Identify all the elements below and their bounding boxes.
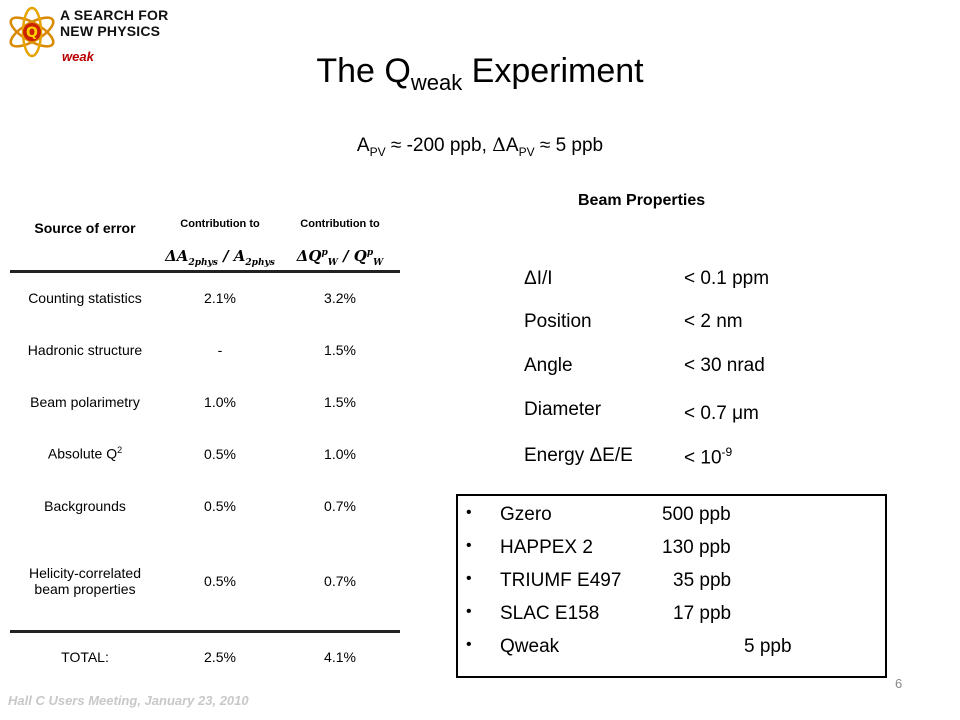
beam-prop-value: < 30 nrad (684, 355, 765, 376)
row-source: Absolute Q2 (10, 428, 160, 480)
total-label: TOTAL: (10, 630, 160, 682)
beam-prop-value: < 2 nm (684, 311, 743, 332)
title-rest: Experiment (462, 52, 644, 90)
row-c1: 0.5% (204, 445, 236, 462)
apv-value: ≈ -200 ppb, (385, 135, 493, 156)
footer-text: Hall C Users Meeting, January 23, 2010 (8, 693, 249, 708)
bullet-icon: • (466, 636, 472, 653)
beam-prop-label: ΔI/I (524, 268, 553, 289)
experiment-value: 500 ppb (662, 504, 731, 525)
slide-title: The Qweak Experiment (0, 52, 960, 96)
experiment-value: 35 ppb (673, 570, 732, 591)
beam-prop-value: < 10-9 (684, 445, 732, 469)
experiment-name: Gzero (500, 504, 552, 525)
table-row: Helicity-correlated beam properties 0.5%… (10, 532, 400, 632)
row-source: Counting statistics (10, 270, 160, 324)
row-c2: 1.5% (324, 341, 356, 358)
experiment-comparison-box: • Gzero 500 ppb • HAPPEX 2 130 ppb • TRI… (456, 494, 887, 678)
dapv-value: ≈ 5 ppb (534, 135, 604, 156)
table-row: Hadronic structure - 1.5% (10, 324, 400, 376)
table-row: Absolute Q2 0.5% 1.0% (10, 428, 400, 480)
table-header-row: Source of error Contribution to Contribu… (10, 186, 400, 244)
title-sub: weak (410, 69, 463, 95)
error-budget-table: Source of error Contribution to Contribu… (10, 186, 400, 682)
row-source-sup: 2 (117, 445, 123, 456)
row-c1: 1.0% (204, 393, 236, 410)
row-c2: 3.2% (280, 270, 400, 324)
beam-prop-value: < 0.1 ppm (684, 268, 770, 289)
page-number: 6 (895, 676, 903, 691)
row-c2: 1.0% (324, 445, 356, 462)
title-main: The Q (316, 52, 411, 90)
beam-prop-label: Energy ΔE/E (524, 445, 633, 466)
table-row: Counting statistics 2.1% 3.2% (10, 270, 400, 324)
header-contrib-asym: Contribution to (180, 218, 260, 230)
experiment-value: 130 ppb (662, 537, 731, 558)
header-contrib-qw: Contribution to (300, 218, 380, 230)
qweak-logo: Q A SEARCH FOR NEW PHYSICS weak (4, 4, 174, 64)
row-c1: 2.1% (160, 270, 280, 324)
row-source-text: Absolute Q (47, 445, 118, 462)
row-c2: 0.7% (324, 572, 356, 589)
row-source: Backgrounds (44, 497, 126, 514)
experiment-name: SLAC E158 (500, 603, 600, 624)
beam-prop-label: Position (524, 311, 592, 332)
energy-exponent: -9 (721, 445, 733, 459)
logo-line2: NEW PHYSICS (60, 23, 161, 39)
total-c1: 2.5% (160, 630, 280, 682)
table-total-row: TOTAL: 2.5% 4.1% (10, 630, 400, 682)
list-item: • TRIUMF E497 35 ppb (458, 570, 885, 603)
row-c2: 0.7% (324, 497, 356, 514)
formula-qw: ΔQpW / QpW (296, 246, 384, 268)
dapv-sub: PV (518, 144, 535, 159)
row-c2: 1.5% (324, 393, 356, 410)
formula-asym: ΔA2phys / A2phys (165, 246, 275, 268)
row-source: Hadronic structure (27, 341, 143, 358)
apv-sub: PV (369, 144, 386, 159)
experiment-name: TRIUMF E497 (500, 570, 622, 591)
delta-symbol: Δ (492, 134, 506, 156)
table-row: Backgrounds 0.5% 0.7% (10, 480, 400, 532)
experiment-name: HAPPEX 2 (500, 537, 593, 558)
list-item: • Gzero 500 ppb (458, 504, 885, 537)
beam-prop-label: Angle (524, 355, 573, 376)
table-row: Beam polarimetry 1.0% 1.5% (10, 376, 400, 428)
bullet-icon: • (466, 504, 472, 521)
apv-symbol: A (356, 135, 370, 156)
row-source: Helicity-correlated beam properties (28, 564, 142, 597)
list-item: • HAPPEX 2 130 ppb (458, 537, 885, 570)
experiment-value: 5 ppb (744, 636, 792, 657)
logo-line1: A SEARCH FOR (60, 7, 169, 23)
energy-value: < 10 (684, 447, 722, 469)
beam-properties-title: Beam Properties (578, 192, 706, 209)
beam-prop-value: < 0.7 μm (684, 403, 759, 424)
row-c1: 0.5% (204, 572, 236, 589)
experiment-value: 17 ppb (673, 603, 732, 624)
row-source: Beam polarimetry (30, 393, 140, 410)
atom-logo-icon: Q (9, 6, 55, 58)
asymmetry-line: APV ≈ -200 ppb, ΔAPV ≈ 5 ppb (0, 134, 960, 159)
bullet-icon: • (466, 537, 472, 554)
header-source: Source of error (34, 220, 136, 236)
row-c1: - (217, 341, 223, 358)
svg-text:Q: Q (26, 25, 38, 41)
row-c1: 0.5% (204, 497, 236, 514)
dapv-symbol: A (505, 135, 519, 156)
experiment-name: Qweak (500, 636, 560, 657)
total-c2: 4.1% (280, 630, 400, 682)
list-item: • Qweak 5 ppb (458, 636, 885, 669)
bullet-icon: • (466, 603, 472, 620)
bullet-icon: • (466, 570, 472, 587)
beam-prop-label: Diameter (524, 399, 602, 420)
list-item: • SLAC E158 17 ppb (458, 603, 885, 636)
logo-sub: weak (62, 49, 94, 64)
table-formula-row: ΔA2phys / A2phys ΔQpW / QpW (10, 244, 400, 272)
